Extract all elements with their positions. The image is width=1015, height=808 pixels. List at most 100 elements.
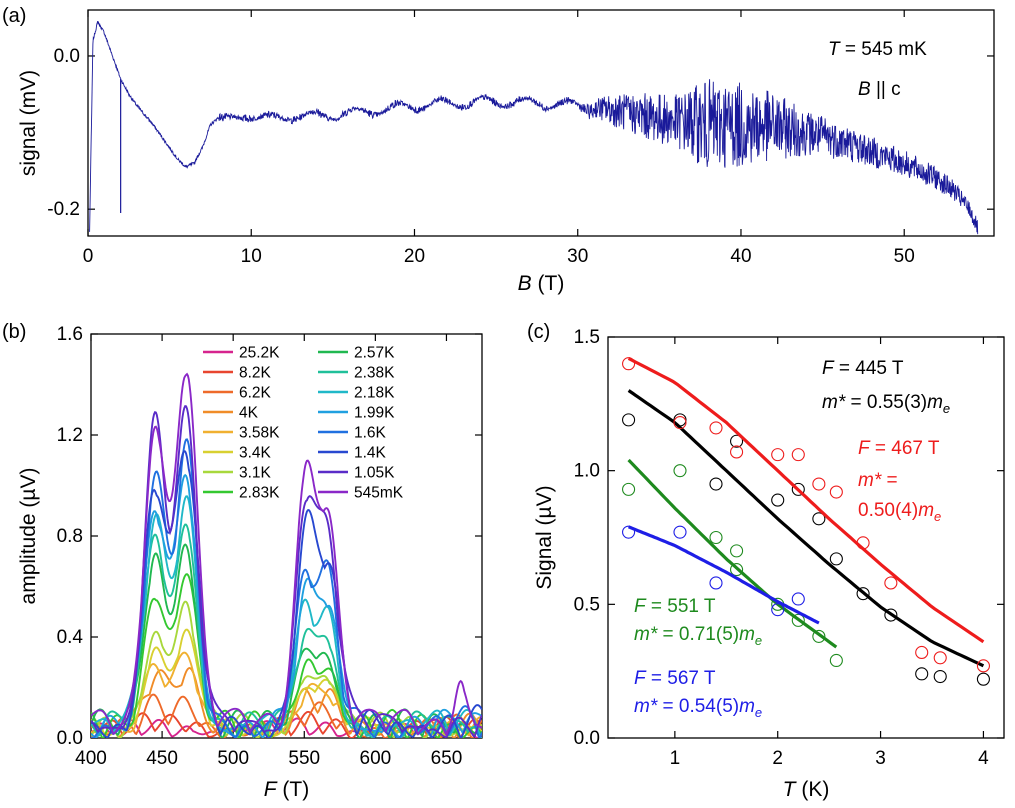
panel-b-y-axis-label: amplitude (µV) [17, 468, 40, 605]
panel-c-x-tick-label: 2 [772, 748, 783, 769]
label-value: = 0.71(5) [657, 624, 739, 645]
panel-c-data-point-1 [884, 576, 898, 590]
panel-b-legend-label: 3.4K [239, 445, 272, 462]
panel-c-data-point-2 [812, 629, 826, 643]
panel-a-field-annotation: B || c [858, 79, 901, 100]
panel-c-frame [607, 336, 1005, 739]
annotation-value: || c [871, 79, 901, 100]
panel-c-fit-line-3 [627, 525, 820, 625]
panel-c-data-point-2 [622, 482, 636, 496]
panel-b-legend-label: 545mK [354, 485, 404, 502]
panel-c-data-point-1 [709, 421, 723, 435]
panel-a-y-axis-label: signal (mV) [17, 70, 40, 176]
panel-b-legend-label: 2.18K [354, 385, 395, 402]
panel-b-legend-label: 6.2K [239, 385, 272, 402]
label-value: = 445 T [834, 358, 904, 379]
panel-b-legend-label: 1.99K [354, 405, 395, 422]
label-mass-subscript: e [755, 633, 762, 648]
panel-a-temperature-annotation: T = 545 mK [828, 39, 927, 60]
label-mass-subscript: e [755, 705, 762, 720]
axis-label-unit: (T) [532, 272, 565, 295]
panel-c-series-label-mass: m* = [858, 470, 898, 491]
panel-b-legend-label: 2.57K [354, 345, 395, 362]
label-variable: F [634, 596, 647, 617]
panel-c-data-point-3 [622, 525, 636, 539]
panel-c-data-point-2 [709, 530, 723, 545]
panel-b-x-axis-label: F (T) [264, 778, 309, 801]
panel-c-series-label-frequency: F = 467 T [858, 438, 940, 459]
panel-c-plot: 1 2 3 40.00.51.01.5F = 445 Tm* = 0.55(3)meF… [533, 327, 1005, 801]
axis-label-variable: B [518, 272, 532, 295]
panel-c-data-point-1 [915, 645, 929, 660]
label-mass-subscript: e [943, 401, 950, 416]
panel-c-x-axis-label: T (K) [783, 778, 830, 801]
panel-c-fit-line-2 [627, 458, 838, 649]
panel-c-y-tick-label: 0.5 [574, 594, 600, 615]
panel-a-plot: 0 10 20 30 40 50 0.0 -0.2 B (T) signal (mV) T = 54… [17, 9, 995, 295]
label-value: = 551 T [646, 596, 716, 617]
panel-label-b: (b) [2, 321, 26, 343]
label-mass-symbol: m [739, 696, 755, 717]
panel-c-data-point-0 [771, 493, 785, 507]
panel-c-data-point-2 [730, 544, 744, 558]
label-value: = 567 T [646, 668, 716, 689]
panel-c-series-label-frequency: F = 567 T [634, 668, 716, 689]
label-value: = 0.54(5) [657, 696, 739, 717]
axis-label-variable: T [783, 778, 798, 801]
panel-c-data-point-1 [812, 477, 826, 491]
panel-c-x-tick-label: 4 [978, 748, 989, 769]
panel-a-x-tick-label: 40 [730, 246, 751, 267]
panel-b-series-545mK [91, 372, 482, 738]
panel-b-legend-label: 2.38K [354, 365, 395, 382]
axis-label-variable: F [264, 778, 278, 801]
panel-label-c: (c) [527, 321, 550, 343]
panel-c-data-point-1 [856, 536, 870, 550]
panel-label-a: (a) [2, 5, 26, 27]
panel-c-data-point-2 [829, 653, 843, 668]
label-value: = 0.55(3) [845, 392, 927, 413]
annotation-variable: B [858, 79, 871, 100]
panel-a-x-tick-label: 50 [894, 246, 915, 267]
panel-b-legend-label: 1.6K [354, 425, 387, 442]
panel-c-y-tick-label: 1.5 [574, 327, 600, 348]
axis-label-unit: (K) [796, 778, 830, 801]
panel-b-legend-label: 8.2K [239, 365, 272, 382]
label-variable: m* [858, 470, 882, 491]
annotation-variable: T [828, 39, 841, 60]
panel-b-y-tick-label: 0.4 [57, 627, 84, 648]
label-variable: m* [634, 624, 658, 645]
panel-c-data-point-1 [829, 485, 843, 499]
panel-a-y-tick-label: 0.0 [54, 46, 80, 67]
panel-c-data-point-0 [829, 552, 843, 566]
panel-c-data-point-0 [915, 667, 929, 681]
panel-c-data-point-3 [771, 603, 785, 617]
label-variable: F [634, 668, 647, 689]
panel-c-y-axis-label: Signal (µV) [533, 485, 556, 589]
panel-b-y-tick-label: 0.0 [57, 728, 83, 749]
panel-b-x-tick-label: 600 [360, 748, 392, 769]
panel-a-x-tick-label: 10 [241, 246, 262, 267]
panel-b-y-tick-label: 1.2 [57, 425, 83, 446]
panel-c-series-label-mass: m* = 0.54(5)me [634, 696, 762, 720]
panel-a-x-tick-label: 30 [567, 246, 588, 267]
panel-b-x-tick-label: 450 [146, 748, 178, 769]
panel-a-signal-trace [89, 20, 979, 235]
panel-a-x-tick-label: 20 [404, 246, 425, 267]
label-variable: F [822, 358, 835, 379]
panel-b-series-2.83K [91, 573, 482, 738]
axis-label-unit: (T) [277, 778, 310, 801]
panel-b-legend-label: 4K [239, 405, 259, 422]
panel-a-y-tick-label: -0.2 [47, 199, 80, 220]
panel-a-x-axis-label: B (T) [518, 272, 565, 295]
panel-b-y-tick-label: 0.8 [57, 526, 83, 547]
panel-c-data-point-0 [709, 477, 723, 491]
panel-b-legend-label: 1.05K [354, 465, 395, 482]
panel-c-data-point-0 [976, 672, 990, 686]
panel-c-data-point-2 [791, 613, 805, 627]
panel-c-y-tick-label: 1.0 [574, 461, 600, 482]
panel-c-y-tick-label: 0.0 [574, 728, 600, 749]
label-mass-symbol: m [927, 392, 943, 413]
panel-c-data-point-0 [884, 608, 898, 622]
panel-c-series-label-frequency: F = 551 T [634, 596, 716, 617]
